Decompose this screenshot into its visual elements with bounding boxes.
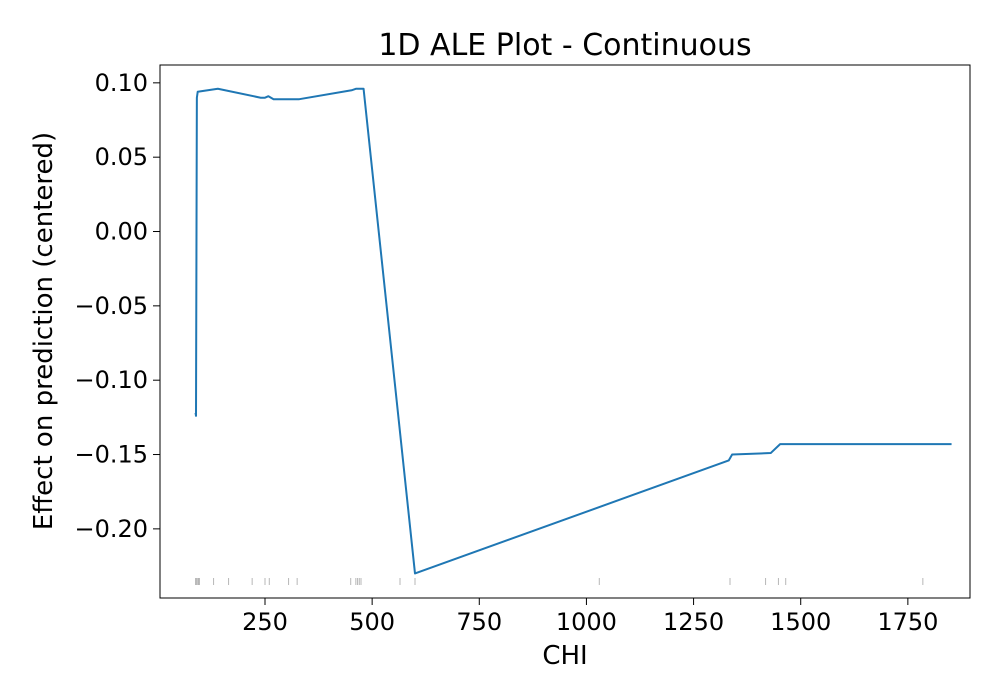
y-tick-label: −0.15 [74,441,148,469]
y-axis-ticks: 0.10 0.05 0.00 −0.05 −0.10 −0.15 −0.20 [74,69,160,543]
x-tick-label: 250 [242,608,288,636]
rug-layer [195,578,924,585]
x-axis-ticks: 250 500 750 1000 1250 1500 1750 [242,598,938,636]
y-tick-label: 0.00 [95,218,148,246]
y-tick-label: −0.20 [74,515,148,543]
chart-title: 1D ALE Plot - Continuous [378,28,751,63]
y-tick-label: −0.10 [74,366,148,394]
series-line [194,87,952,575]
x-tick-label: 1750 [877,608,938,636]
x-tick-label: 1500 [770,608,831,636]
x-tick-label: 1250 [663,608,724,636]
y-axis-label: Effect on prediction (centered) [29,132,59,530]
plot-frame [159,64,971,599]
x-tick-label: 1000 [556,608,617,636]
x-tick-label: 750 [456,608,502,636]
x-axis-label: CHI [542,641,587,671]
y-tick-label: −0.05 [74,292,148,320]
y-tick-label: 0.05 [95,143,148,171]
y-tick-label: 0.10 [95,69,148,97]
line-layer [194,87,952,575]
x-tick-label: 500 [349,608,395,636]
